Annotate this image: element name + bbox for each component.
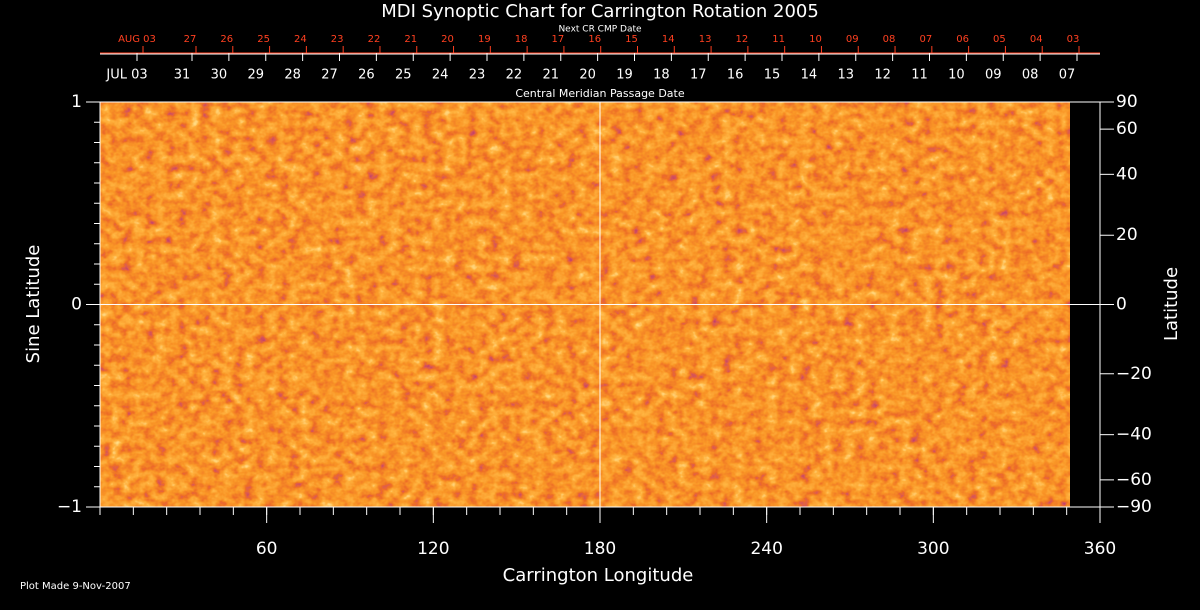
top-axis-label: 23 bbox=[331, 34, 344, 45]
top-axis-label: 19 bbox=[478, 34, 491, 45]
top-axis-label: 26 bbox=[220, 34, 233, 45]
cmp-axis-label: 19 bbox=[616, 68, 633, 83]
top-axis-label: 08 bbox=[883, 34, 896, 45]
cmp-axis-label: 20 bbox=[579, 68, 596, 83]
x-tick-label: 180 bbox=[584, 539, 616, 559]
cmp-axis-label: 23 bbox=[469, 68, 486, 83]
cmp-axis-label: 14 bbox=[801, 68, 818, 83]
top-axis-label: 14 bbox=[662, 34, 675, 45]
cmp-axis-label: 30 bbox=[211, 68, 228, 83]
cmp-axis-title: Central Meridian Passage Date bbox=[515, 87, 684, 100]
y2-tick-label: 90 bbox=[1116, 92, 1138, 112]
cmp-axis-label: 11 bbox=[911, 68, 928, 83]
top-axis-label: AUG 03 bbox=[118, 34, 156, 45]
top-axis-label: 13 bbox=[699, 34, 712, 45]
top-axis-label: 21 bbox=[404, 34, 417, 45]
top-axis-label: 06 bbox=[956, 34, 969, 45]
top-axis-label: 17 bbox=[552, 34, 565, 45]
x-tick-label: 360 bbox=[1084, 539, 1116, 559]
cmp-axis-label: 09 bbox=[985, 68, 1002, 83]
y2-tick-label: 40 bbox=[1116, 164, 1138, 184]
y2-tick-label: −20 bbox=[1116, 364, 1152, 384]
y-tick-label: 0 bbox=[71, 295, 82, 315]
top-axis-label: 18 bbox=[515, 34, 528, 45]
y2-tick-label: 60 bbox=[1116, 119, 1138, 139]
x-axis-label: Carrington Longitude bbox=[503, 565, 694, 586]
cmp-axis-label: JUL 03 bbox=[105, 68, 147, 83]
cmp-axis-label: 16 bbox=[727, 68, 744, 83]
y2-tick-label: −60 bbox=[1116, 470, 1152, 490]
cmp-axis-label: 27 bbox=[321, 68, 338, 83]
y-tick-label: 1 bbox=[71, 92, 82, 112]
top-axis-label: 09 bbox=[846, 34, 859, 45]
y2-tick-label: −40 bbox=[1116, 425, 1152, 445]
cmp-axis-label: 28 bbox=[284, 68, 301, 83]
top-axis-label: 20 bbox=[441, 34, 454, 45]
top-axis-label: 12 bbox=[736, 34, 749, 45]
y2-tick-label: 0 bbox=[1116, 295, 1127, 315]
y2-axis-label: Latitude bbox=[1161, 267, 1182, 341]
cmp-axis-label: 26 bbox=[358, 68, 375, 83]
cmp-axis-label: 31 bbox=[174, 68, 191, 83]
cmp-axis-label: 15 bbox=[764, 68, 781, 83]
cmp-axis-label: 12 bbox=[874, 68, 891, 83]
cmp-axis-label: 22 bbox=[506, 68, 523, 83]
top-axis-label: 04 bbox=[1030, 34, 1043, 45]
top-axis-title: Next CR CMP Date bbox=[558, 25, 642, 35]
top-axis-label: 03 bbox=[1067, 34, 1080, 45]
top-axis-label: 25 bbox=[257, 34, 270, 45]
cmp-axis-label: 07 bbox=[1059, 68, 1076, 83]
top-axis-label: 15 bbox=[625, 34, 638, 45]
top-axis-label: 07 bbox=[919, 34, 932, 45]
footer: Plot Made 9-Nov-2007 bbox=[20, 581, 131, 592]
cmp-axis-label: 13 bbox=[837, 68, 854, 83]
x-tick-label: 60 bbox=[256, 539, 278, 559]
cmp-axis-label: 21 bbox=[542, 68, 559, 83]
cmp-axis-label: 17 bbox=[690, 68, 707, 83]
top-axis-label: 27 bbox=[184, 34, 197, 45]
cmp-axis-label: 10 bbox=[948, 68, 965, 83]
y-axis-label: Sine Latitude bbox=[23, 245, 44, 364]
y2-tick-label: 20 bbox=[1116, 225, 1138, 245]
top-axis-label: 24 bbox=[294, 34, 307, 45]
top-axis-label: 11 bbox=[772, 34, 785, 45]
x-tick-label: 120 bbox=[417, 539, 449, 559]
cmp-axis-label: 18 bbox=[653, 68, 670, 83]
cmp-axis-label: 29 bbox=[247, 68, 264, 83]
top-axis-label: 10 bbox=[809, 34, 822, 45]
x-tick-label: 240 bbox=[750, 539, 782, 559]
x-tick-label: 300 bbox=[917, 539, 949, 559]
top-axis-label: 05 bbox=[993, 34, 1006, 45]
y2-tick-label: −90 bbox=[1116, 497, 1152, 517]
top-axis-label: 22 bbox=[368, 34, 381, 45]
y-tick-label: −1 bbox=[57, 497, 82, 517]
cmp-axis-label: 08 bbox=[1022, 68, 1039, 83]
cmp-axis-label: 24 bbox=[432, 68, 449, 83]
chart-title: MDI Synoptic Chart for Carrington Rotati… bbox=[381, 1, 819, 22]
cmp-axis-label: 25 bbox=[395, 68, 412, 83]
top-axis-label: 16 bbox=[588, 34, 601, 45]
